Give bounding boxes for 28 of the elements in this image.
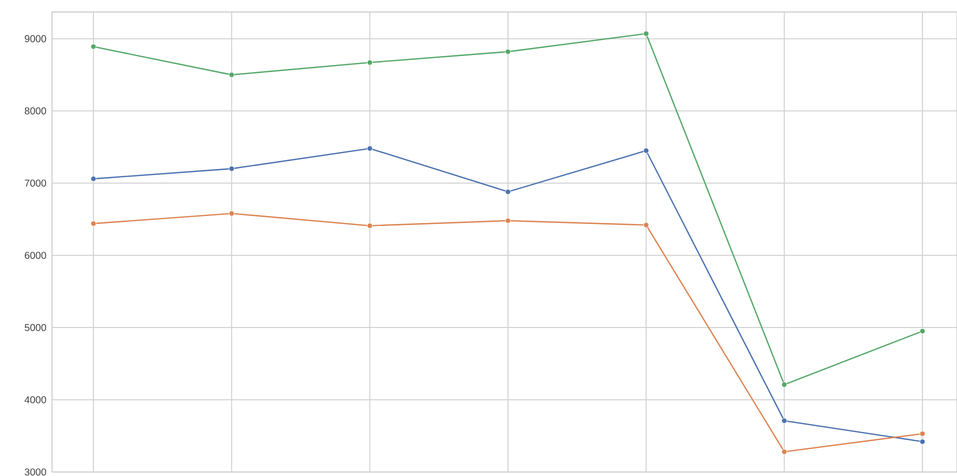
- point: [505, 218, 511, 224]
- point: [781, 448, 788, 455]
- point: [643, 30, 649, 36]
- point: [920, 430, 926, 437]
- point: [90, 44, 96, 50]
- point: [781, 418, 788, 424]
- point: [920, 438, 926, 444]
- y-tick-label: 6000: [24, 252, 46, 259]
- point: [228, 210, 234, 216]
- point: [90, 176, 96, 182]
- y-tick-label: 4000: [24, 396, 46, 404]
- point: [228, 166, 234, 172]
- point: [643, 222, 649, 228]
- y-tick-label: 5000: [24, 324, 46, 332]
- point: [366, 222, 373, 229]
- y-tick-label: 8000: [24, 107, 46, 114]
- point: [366, 146, 373, 152]
- point: [920, 328, 926, 334]
- point: [505, 188, 511, 195]
- point: [90, 220, 96, 226]
- point: [781, 382, 788, 388]
- y-tick-label: 3000: [24, 468, 46, 476]
- point: [228, 72, 234, 78]
- y-tick-label: 7000: [24, 180, 46, 187]
- y-tick-label: 9000: [24, 35, 46, 42]
- point: [505, 48, 511, 55]
- point: [643, 148, 649, 154]
- point: [366, 60, 373, 66]
